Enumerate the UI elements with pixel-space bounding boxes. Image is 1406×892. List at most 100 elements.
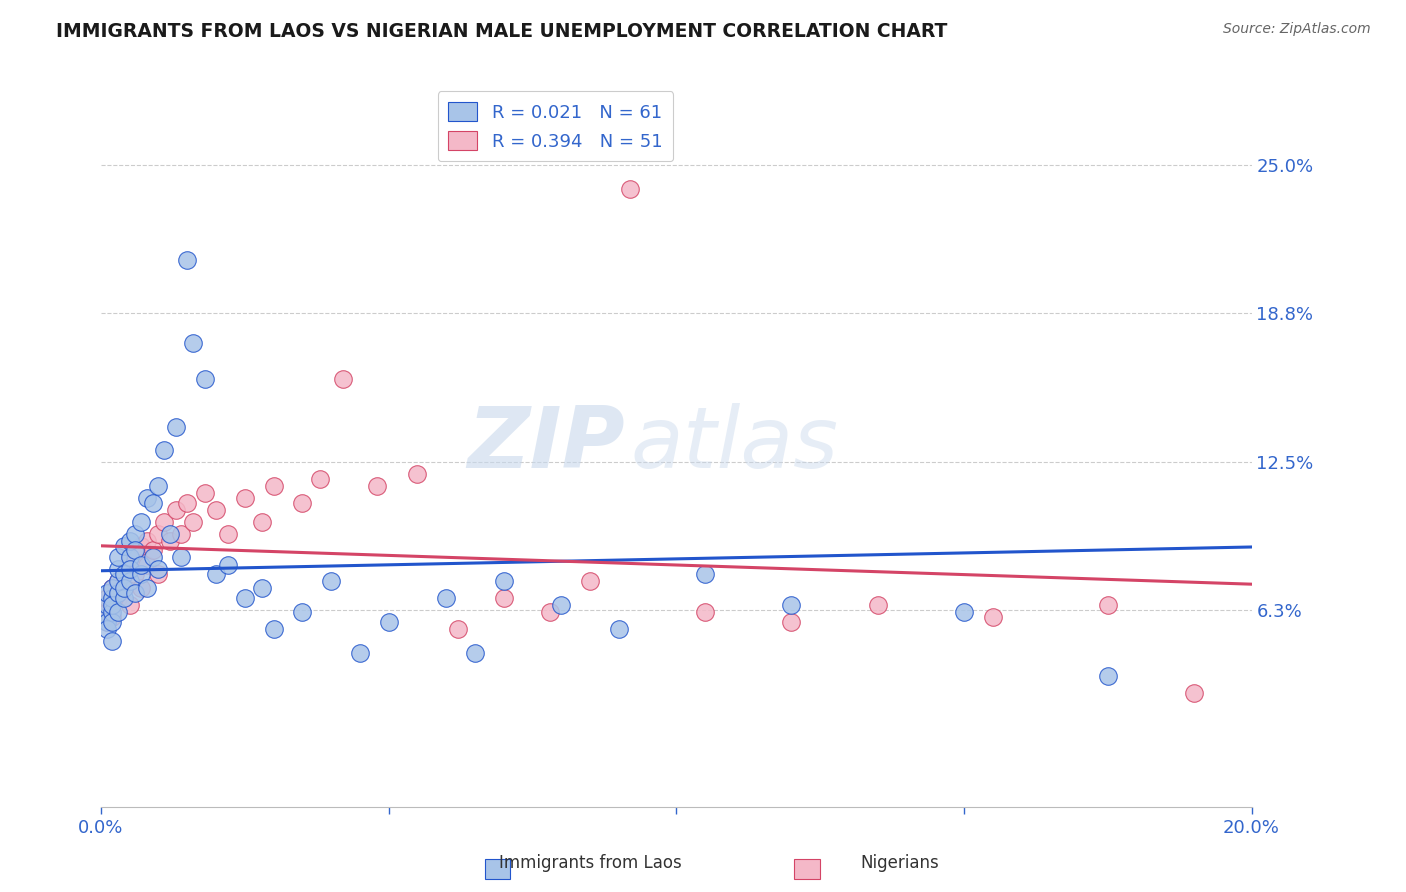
- Point: [129, 582, 152, 596]
- Point: [107, 574, 129, 589]
- Text: atlas: atlas: [630, 403, 838, 486]
- Point: [118, 562, 141, 576]
- Point: [148, 479, 170, 493]
- Point: [148, 562, 170, 576]
- Point: [107, 562, 129, 576]
- Point: [148, 567, 170, 582]
- Point: [579, 574, 602, 589]
- Point: [607, 622, 630, 636]
- Point: [170, 526, 193, 541]
- Point: [263, 622, 285, 636]
- Point: [332, 372, 354, 386]
- Point: [124, 586, 146, 600]
- Point: [96, 615, 118, 629]
- Point: [96, 591, 118, 605]
- Point: [170, 550, 193, 565]
- Point: [866, 598, 889, 612]
- Point: [136, 582, 159, 596]
- Point: [101, 615, 124, 629]
- Point: [101, 598, 124, 612]
- Point: [291, 496, 314, 510]
- Point: [101, 605, 124, 619]
- Point: [1097, 669, 1119, 683]
- Point: [112, 567, 135, 582]
- Point: [101, 610, 124, 624]
- Point: [233, 491, 256, 505]
- Point: [434, 591, 457, 605]
- Point: [366, 479, 388, 493]
- Point: [96, 610, 118, 624]
- Point: [136, 491, 159, 505]
- Point: [205, 503, 228, 517]
- Point: [124, 567, 146, 582]
- Point: [101, 582, 124, 596]
- Point: [136, 558, 159, 572]
- Point: [693, 605, 716, 619]
- Point: [619, 182, 641, 196]
- Point: [291, 605, 314, 619]
- Point: [96, 615, 118, 629]
- Point: [1182, 686, 1205, 700]
- Text: ZIP: ZIP: [467, 403, 624, 486]
- Text: Source: ZipAtlas.com: Source: ZipAtlas.com: [1223, 22, 1371, 37]
- Point: [1097, 598, 1119, 612]
- Point: [217, 526, 239, 541]
- Point: [118, 574, 141, 589]
- Point: [96, 622, 118, 636]
- Point: [118, 533, 141, 548]
- Point: [165, 419, 187, 434]
- Point: [193, 486, 215, 500]
- Point: [319, 574, 342, 589]
- Point: [153, 443, 176, 458]
- Point: [107, 574, 129, 589]
- Point: [953, 605, 976, 619]
- Point: [112, 582, 135, 596]
- Point: [107, 605, 129, 619]
- Point: [112, 582, 135, 596]
- Point: [118, 550, 141, 565]
- Point: [176, 496, 198, 510]
- Point: [107, 586, 129, 600]
- Point: [124, 543, 146, 558]
- Point: [217, 558, 239, 572]
- Point: [446, 622, 468, 636]
- Point: [142, 496, 165, 510]
- Point: [780, 598, 803, 612]
- Point: [550, 598, 572, 612]
- Point: [148, 526, 170, 541]
- Point: [112, 567, 135, 582]
- Point: [101, 591, 124, 605]
- Point: [129, 567, 152, 582]
- Point: [142, 543, 165, 558]
- Point: [492, 574, 515, 589]
- Point: [159, 533, 181, 548]
- Point: [107, 550, 129, 565]
- Point: [153, 515, 176, 529]
- Point: [377, 615, 399, 629]
- Point: [181, 515, 204, 529]
- Point: [165, 503, 187, 517]
- Point: [118, 550, 141, 565]
- Point: [492, 591, 515, 605]
- Point: [538, 605, 561, 619]
- Point: [129, 558, 152, 572]
- Text: IMMIGRANTS FROM LAOS VS NIGERIAN MALE UNEMPLOYMENT CORRELATION CHART: IMMIGRANTS FROM LAOS VS NIGERIAN MALE UN…: [56, 22, 948, 41]
- Point: [129, 539, 152, 553]
- Point: [107, 586, 129, 600]
- Point: [124, 526, 146, 541]
- Point: [981, 610, 1004, 624]
- Text: Immigrants from Laos: Immigrants from Laos: [499, 855, 682, 872]
- Point: [263, 479, 285, 493]
- Point: [112, 591, 135, 605]
- Point: [118, 562, 141, 576]
- Point: [406, 467, 429, 482]
- Point: [233, 591, 256, 605]
- Point: [124, 543, 146, 558]
- Point: [250, 582, 273, 596]
- Point: [693, 567, 716, 582]
- Point: [464, 646, 486, 660]
- Point: [142, 550, 165, 565]
- Point: [181, 336, 204, 351]
- Point: [136, 533, 159, 548]
- Point: [112, 539, 135, 553]
